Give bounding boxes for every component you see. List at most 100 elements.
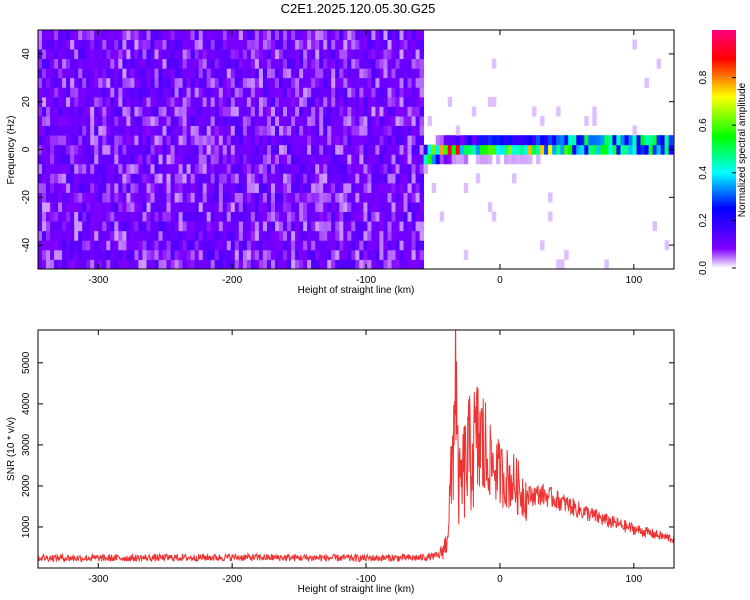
heatmap-cell — [319, 135, 324, 146]
heatmap-cell — [106, 192, 111, 203]
heatmap-cell — [267, 58, 272, 69]
heatmap-cell — [142, 144, 147, 155]
heatmap-cell — [54, 211, 59, 222]
heatmap-cell — [106, 144, 111, 155]
heatmap-cell — [371, 58, 376, 69]
heatmap-cell — [94, 87, 99, 98]
heatmap-cell — [146, 87, 151, 98]
heatmap-cell — [359, 144, 364, 155]
heatmap-cell — [491, 211, 497, 222]
heatmap-cell — [267, 77, 272, 88]
heatmap-cell — [403, 77, 408, 88]
heatmap-cell — [303, 259, 308, 269]
heatmap-cell — [50, 39, 55, 50]
heatmap-cell — [347, 183, 352, 193]
heatmap-cell — [222, 154, 228, 165]
heatmap-cell — [524, 154, 529, 165]
heatmap-cell — [644, 144, 649, 155]
heatmap-cell — [295, 230, 300, 241]
x-tick-label: -200 — [222, 275, 242, 286]
heatmap-cell — [568, 144, 573, 155]
heatmap-cell — [267, 240, 272, 251]
heatmap-cell — [455, 144, 461, 155]
heatmap-cell — [94, 116, 99, 126]
heatmap-cell — [299, 49, 304, 60]
heatmap-cell — [186, 30, 192, 40]
heatmap-cell — [347, 173, 352, 184]
heatmap-cell — [218, 68, 224, 79]
heatmap-cell — [487, 96, 493, 107]
heatmap-cell — [214, 30, 220, 40]
heatmap-cell — [138, 68, 143, 79]
heatmap-cell — [86, 173, 91, 184]
heatmap-cell — [271, 144, 276, 155]
heatmap-cell — [291, 154, 296, 165]
heatmap-cell — [295, 144, 300, 155]
heatmap-cell — [267, 68, 272, 79]
heatmap-cell — [202, 30, 208, 40]
heatmap-cell — [122, 30, 127, 40]
heatmap-cell — [375, 163, 380, 174]
heatmap-cell — [315, 125, 320, 136]
heatmap-cell — [162, 163, 167, 174]
heatmap-cell — [395, 125, 400, 136]
heatmap-cell — [311, 96, 316, 107]
heatmap-cell — [134, 106, 139, 117]
heatmap-cell — [82, 192, 87, 203]
heatmap-cell — [640, 135, 645, 146]
heatmap-cell — [351, 58, 356, 69]
heatmap-cell — [351, 240, 356, 251]
heatmap-cell — [210, 249, 216, 260]
heatmap-cell — [379, 135, 384, 146]
heatmap-cell — [475, 144, 481, 155]
heatmap-cell — [508, 154, 513, 165]
heatmap-cell — [178, 211, 184, 222]
heatmap-cell — [138, 154, 143, 165]
heatmap-cell — [154, 249, 159, 260]
heatmap-cell — [138, 135, 143, 146]
heatmap-cell — [222, 106, 228, 117]
heatmap-cell — [299, 116, 304, 126]
heatmap-cell — [411, 116, 417, 126]
heatmap-cell — [118, 221, 123, 232]
heatmap-cell — [186, 77, 192, 88]
heatmap-cell — [94, 68, 99, 79]
heatmap-cell — [198, 58, 204, 69]
heatmap-cell — [38, 87, 43, 98]
heatmap-cell — [78, 230, 83, 241]
heatmap-cell — [130, 249, 135, 260]
heatmap-cell — [170, 77, 176, 88]
heatmap-cell — [351, 68, 356, 79]
heatmap-cell — [238, 49, 244, 60]
heatmap-cell — [82, 259, 87, 269]
heatmap-cell — [652, 135, 658, 146]
heatmap-cell — [162, 192, 167, 203]
heatmap-cell — [198, 30, 204, 40]
heatmap-cell — [371, 202, 376, 213]
heatmap-cell — [174, 230, 180, 241]
heatmap-cell — [423, 163, 429, 174]
heatmap-cell — [371, 163, 376, 174]
heatmap-cell — [186, 39, 192, 50]
heatmap-cell — [250, 49, 256, 60]
heatmap-cell — [379, 249, 384, 260]
heatmap-cell — [327, 96, 332, 107]
heatmap-cell — [226, 163, 232, 174]
heatmap-cell — [391, 230, 396, 241]
heatmap-cell — [367, 259, 372, 269]
heatmap-cell — [102, 125, 107, 136]
heatmap-cell — [275, 135, 280, 146]
heatmap-cell — [315, 154, 320, 165]
heatmap-cell — [210, 39, 216, 50]
heatmap-cell — [303, 116, 308, 126]
heatmap-cell — [98, 230, 103, 241]
heatmap-cell — [279, 125, 284, 136]
heatmap-cell — [58, 259, 63, 269]
heatmap-cell — [150, 49, 155, 60]
heatmap-cell — [371, 221, 376, 232]
heatmap-cell — [299, 211, 304, 222]
heatmap-cell — [250, 125, 256, 136]
heatmap-cell — [315, 49, 320, 60]
heatmap-cell — [303, 77, 308, 88]
heatmap-cell — [447, 135, 453, 146]
